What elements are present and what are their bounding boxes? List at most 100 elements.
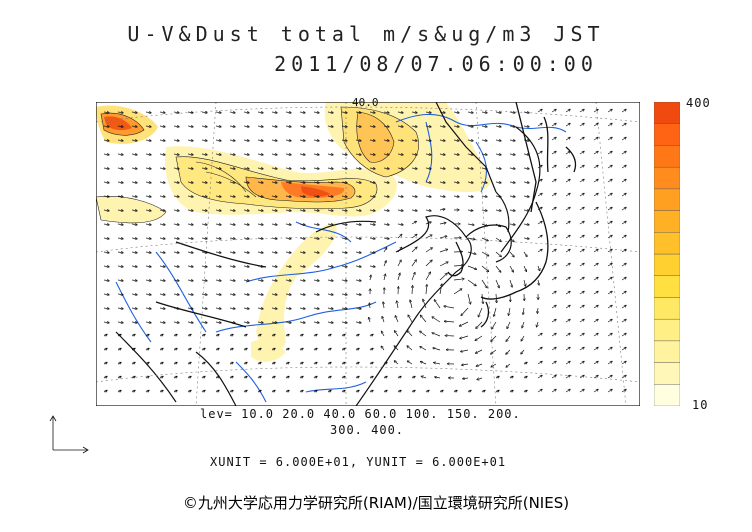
- wind-arrow: [313, 363, 317, 365]
- wind-arrow: [229, 391, 233, 393]
- wind-arrow: [433, 348, 441, 351]
- wind-arrow: [453, 112, 459, 113]
- wind-arrow: [159, 168, 165, 169]
- wind-arrow: [491, 335, 497, 341]
- wind-arrow: [565, 292, 570, 295]
- wind-arrow: [537, 307, 538, 313]
- wind-arrow: [453, 182, 459, 183]
- wind-arrow: [607, 264, 612, 267]
- wind-arrow: [117, 154, 123, 155]
- wind-arrow: [439, 262, 448, 267]
- wind-arrow: [215, 224, 221, 225]
- wind-arrow: [299, 391, 303, 393]
- wind-arrow: [201, 168, 207, 169]
- wind-arrow: [537, 362, 542, 365]
- wind-arrow: [370, 275, 371, 281]
- wind-arrow: [187, 363, 191, 365]
- wind-arrow: [565, 348, 570, 351]
- wind-arrow: [593, 110, 598, 113]
- wind-arrow: [495, 265, 501, 272]
- wind-arrow: [621, 110, 626, 113]
- wind-arrow: [425, 248, 432, 253]
- wind-arrow: [187, 196, 193, 197]
- wind-arrow: [411, 210, 417, 211]
- wind-arrow: [432, 333, 441, 337]
- wind-arrow: [565, 222, 570, 225]
- wind-arrow: [243, 349, 247, 351]
- wind-arrow: [492, 321, 497, 329]
- wind-arrow: [506, 349, 511, 354]
- wind-arrow: [467, 238, 475, 239]
- wind-arrow: [103, 196, 109, 197]
- wind-arrow: [229, 126, 235, 127]
- wind-arrow: [229, 196, 235, 197]
- wind-arrow: [579, 362, 584, 365]
- wind-arrow: [439, 154, 445, 155]
- wind-arrow: [369, 391, 373, 393]
- wind-arrow: [565, 376, 570, 379]
- wind-arrow: [201, 294, 207, 295]
- wind-arrow: [579, 264, 584, 267]
- wind-arrow: [159, 224, 165, 225]
- wind-arrow: [145, 322, 151, 323]
- wind-arrow: [537, 222, 542, 225]
- wind-arrow: [145, 391, 149, 393]
- wind-arrow: [117, 349, 121, 351]
- wind-arrow: [299, 154, 305, 155]
- wind-arrow: [159, 349, 163, 351]
- wind-arrow: [439, 273, 447, 281]
- wind-arrow: [145, 238, 151, 239]
- wind-arrow: [145, 266, 151, 267]
- wind-arrow: [369, 112, 375, 113]
- wind-arrow: [243, 196, 249, 197]
- wind-arrow: [467, 112, 473, 113]
- wind-arrow: [103, 168, 109, 169]
- wind-arrow: [481, 265, 488, 271]
- wind-arrow: [313, 182, 319, 183]
- wind-arrow: [173, 168, 179, 169]
- wind-arrow: [341, 140, 347, 141]
- wind-arrow: [579, 236, 584, 239]
- colorbar-swatch: [654, 362, 680, 385]
- wind-arrow: [285, 238, 291, 239]
- wind-arrow: [327, 294, 333, 295]
- wind-vectors: [103, 110, 626, 393]
- wind-arrow: [257, 210, 263, 211]
- wind-arrow: [355, 280, 361, 281]
- wind-arrow: [439, 284, 442, 295]
- wind-arrow: [369, 182, 375, 183]
- wind-arrow: [131, 308, 137, 309]
- wind-arrow: [243, 154, 249, 155]
- wind-arrow: [481, 126, 487, 127]
- wind-arrow: [355, 140, 361, 141]
- wind-arrow: [159, 294, 165, 295]
- wind-arrow: [159, 210, 165, 211]
- wind-arrow: [243, 238, 249, 239]
- wind-arrow: [523, 391, 527, 393]
- wind-arrow: [408, 361, 413, 365]
- wind-arrow: [565, 194, 570, 197]
- wind-arrow: [397, 260, 401, 267]
- wind-arrow: [341, 238, 347, 239]
- wind-arrow: [369, 154, 375, 155]
- wind-arrow: [117, 308, 123, 309]
- dust-wind-map: [96, 102, 640, 406]
- wind-arrow: [435, 377, 441, 378]
- wind-arrow: [117, 168, 123, 169]
- wind-arrow: [538, 279, 539, 285]
- wind-arrow: [215, 322, 221, 323]
- wind-arrow: [538, 265, 540, 270]
- wind-arrow: [299, 308, 305, 309]
- wind-arrow: [201, 252, 207, 253]
- wind-arrow: [355, 224, 361, 225]
- wind-arrow: [369, 349, 373, 351]
- wind-arrow: [467, 196, 473, 197]
- colorbar-swatch: [654, 232, 680, 255]
- wind-arrow: [523, 251, 527, 256]
- wind-arrow: [439, 209, 445, 210]
- wind-arrow: [299, 377, 303, 379]
- wind-arrow: [411, 234, 417, 239]
- wind-arrow: [271, 168, 277, 169]
- wind-arrow: [420, 331, 427, 337]
- wind-arrow: [103, 238, 109, 239]
